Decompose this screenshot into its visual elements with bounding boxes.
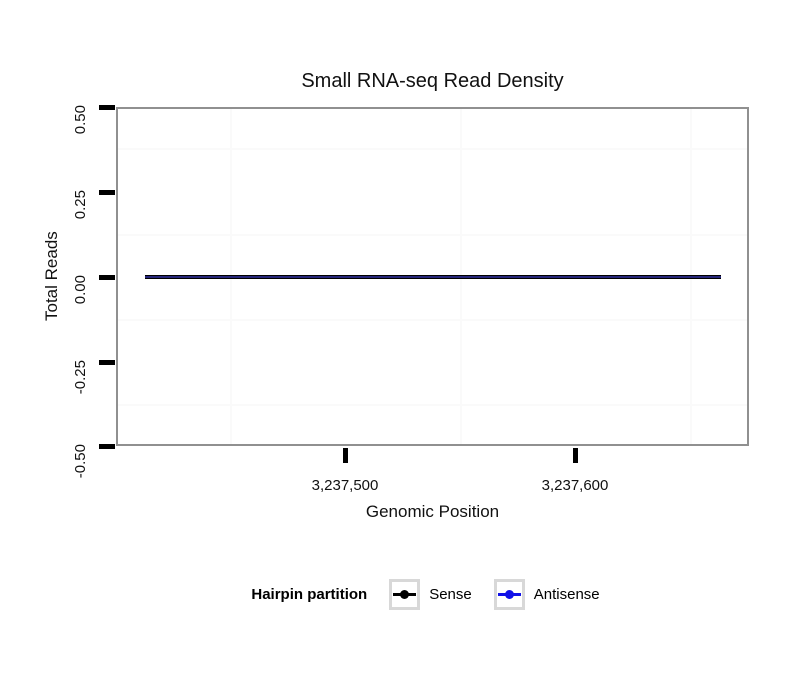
x-tick-mark [343,448,348,463]
y-tick-mark [99,190,115,195]
y-tick-mark [99,360,115,365]
minor-gridline-horizontal [118,404,747,406]
y-axis-title: Total Reads [42,231,61,322]
legend-label: Sense [429,585,472,603]
y-tick-label: 0.25 [72,190,89,220]
minor-gridline-horizontal [118,148,747,150]
y-tick-mark [99,105,115,110]
legend-item-sense: Sense [389,578,486,610]
plot-panel [116,107,749,446]
legend-key-sense [389,578,421,610]
antisense-series-line [145,276,721,278]
y-tick-label: -0.50 [72,444,89,479]
legend-point-glyph [400,589,410,599]
legend-title: Hairpin partition [251,585,368,603]
y-tick-mark [99,444,115,449]
y-tick-mark [99,275,115,280]
x-tick-label: 3,237,500 [311,477,379,494]
legend-key-antisense [493,578,525,610]
legend-point-glyph [504,589,514,599]
legend-label: Antisense [533,585,600,603]
y-tick-label: 0.00 [72,275,89,305]
legend: Hairpin partition Sense Antisense [116,577,749,611]
legend-item-antisense: Antisense [493,578,614,610]
minor-gridline-horizontal [118,234,747,236]
x-tick-mark [573,448,578,463]
x-tick-label: 3,237,600 [541,477,609,494]
y-tick-label: -0.25 [72,360,89,395]
chart-title: Small RNA-seq Read Density [301,70,564,92]
y-tick-label: 0.50 [72,105,89,135]
x-axis-title: Genomic Position [365,502,500,521]
minor-gridline-horizontal [118,319,747,321]
